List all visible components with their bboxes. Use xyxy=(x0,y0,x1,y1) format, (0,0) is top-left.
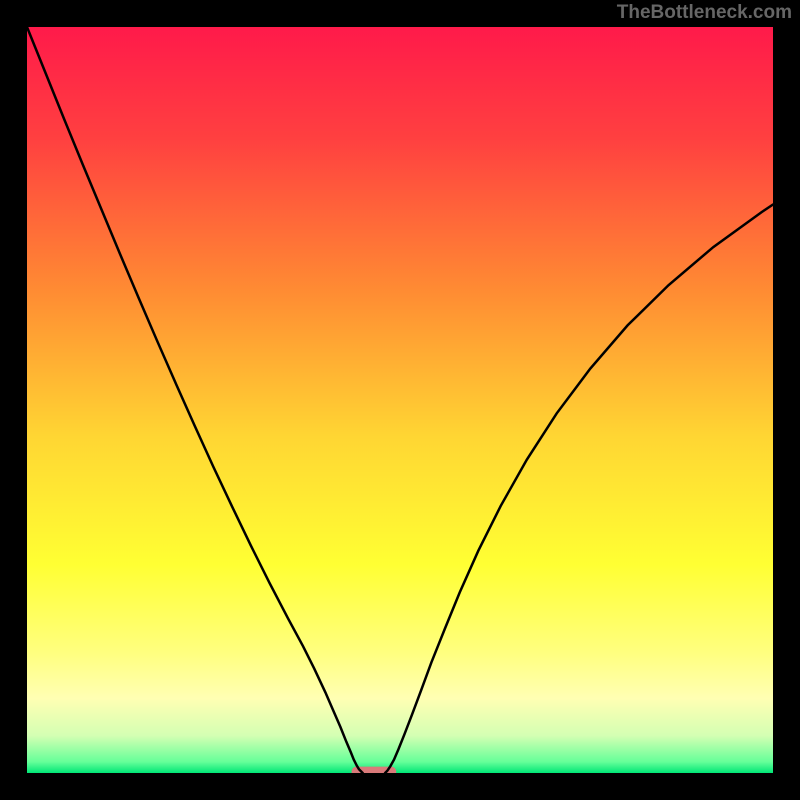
chart-container: TheBottleneck.com xyxy=(0,0,800,800)
chart-svg xyxy=(27,27,773,773)
gradient-background xyxy=(27,27,773,773)
watermark-text: TheBottleneck.com xyxy=(617,2,792,24)
plot-area xyxy=(27,27,773,773)
